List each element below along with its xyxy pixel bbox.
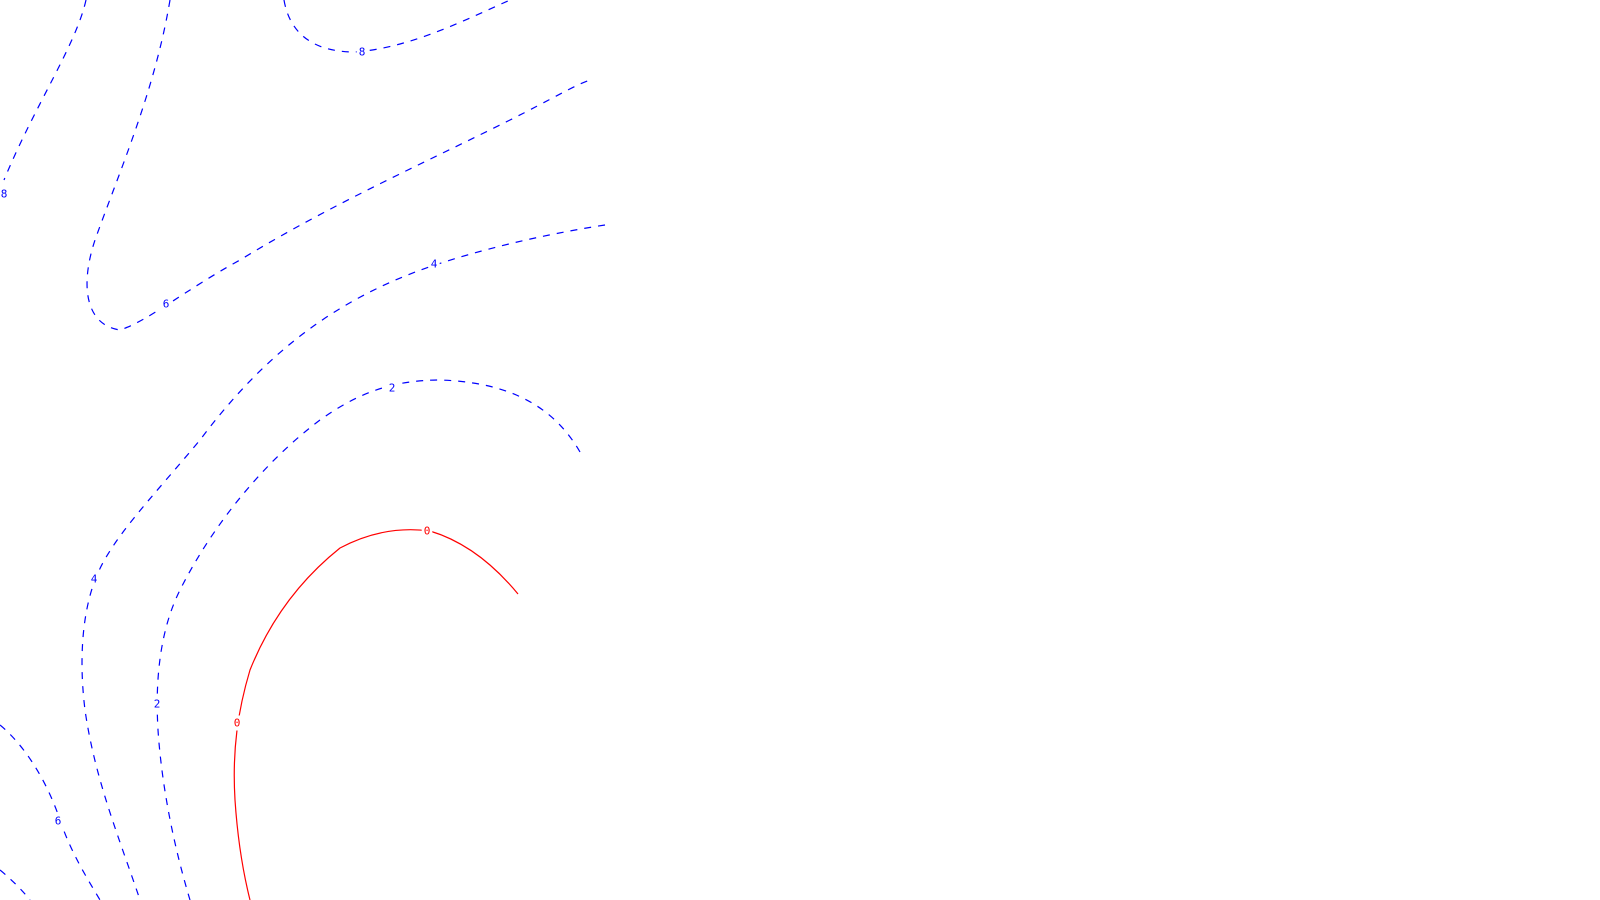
contour-line-0 bbox=[233, 529, 519, 900]
contour-label-backing bbox=[160, 296, 172, 312]
contour-label-backing bbox=[151, 696, 163, 712]
contour-label-2-lower: 2 bbox=[154, 698, 161, 711]
contour-label-backing bbox=[421, 523, 433, 539]
contour-label-6-upper: 6 bbox=[163, 298, 170, 311]
contour-line-6-upper bbox=[86, 0, 591, 331]
contour-line-8-left bbox=[3, 0, 87, 181]
contour-line-8-top bbox=[283, 0, 511, 53]
contour-label-8-left: 8 bbox=[1, 188, 8, 201]
contour-label-2-upper: 2 bbox=[389, 382, 396, 395]
contour-line-6-corner bbox=[0, 869, 31, 900]
contour-label-backing bbox=[0, 186, 10, 202]
contour-label-backing bbox=[386, 380, 398, 396]
contour-label-backing bbox=[356, 44, 368, 60]
contour-line-4 bbox=[81, 224, 606, 900]
contour-line-2 bbox=[156, 379, 581, 900]
contour-line-6-lower bbox=[0, 724, 101, 900]
contour-label-8-top: 8 bbox=[359, 46, 366, 59]
contour-label-0-upper: 0 bbox=[424, 525, 431, 538]
contour-label-backing bbox=[231, 715, 243, 731]
contour-label-backing bbox=[52, 813, 64, 829]
contour-label-backing bbox=[88, 571, 100, 587]
contour-label-4-upper: 4 bbox=[431, 258, 438, 271]
contour-label-4-lower: 4 bbox=[91, 573, 98, 586]
contour-label-backing bbox=[428, 256, 440, 272]
contour-label-0-lower: 0 bbox=[234, 717, 241, 730]
contour-label-6-lower: 6 bbox=[55, 815, 62, 828]
